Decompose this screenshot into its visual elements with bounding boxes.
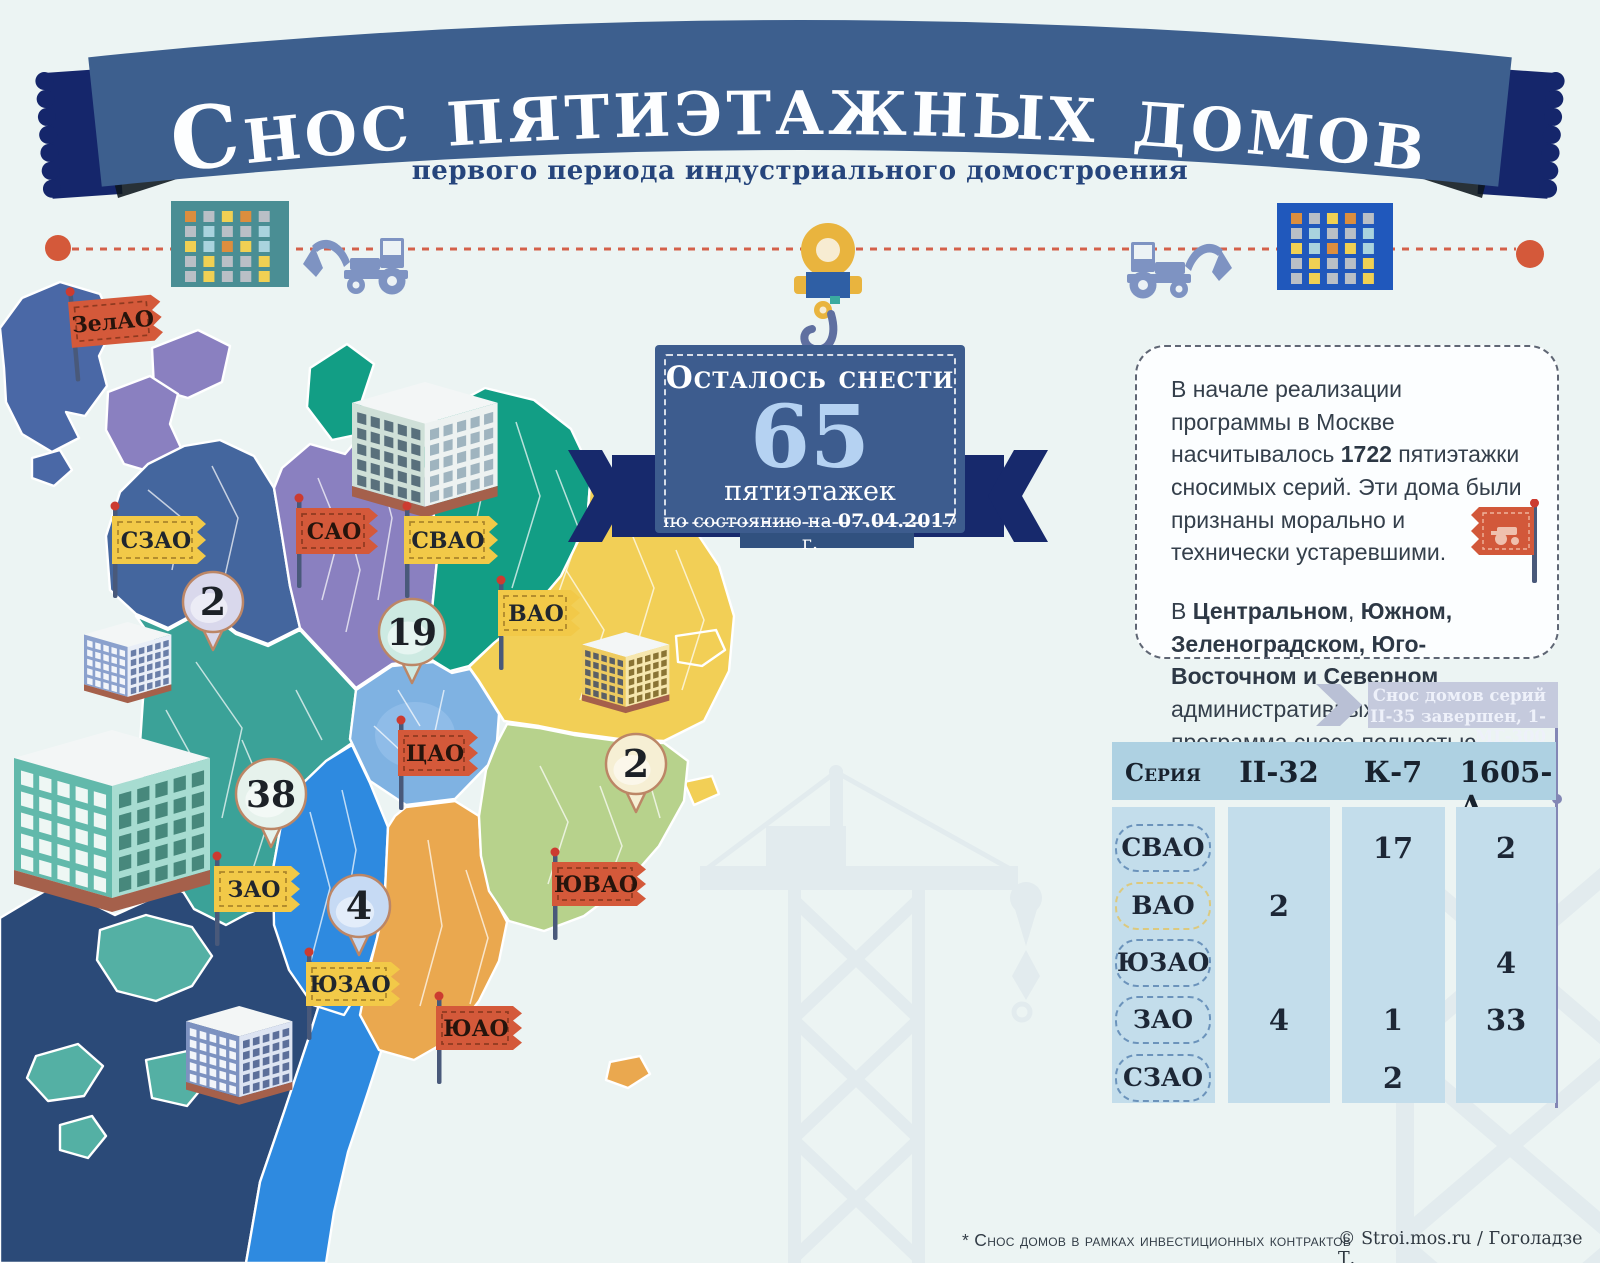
map-flag-САО: САО <box>294 493 378 588</box>
map-flag-СВАО: СВАО <box>402 501 498 598</box>
flag-label: СЗАО <box>121 528 191 554</box>
flag-pin-icon <box>304 947 314 957</box>
flag-banner <box>498 590 580 636</box>
panel-building-icon <box>352 382 498 518</box>
badge-number: 65 <box>750 387 870 488</box>
badge-asof: по состоянию на 07.04.2017 г. <box>663 509 957 554</box>
flag-banner <box>398 730 478 776</box>
series-note-banner: Снос домов серий II-35 завершен, 1-МГ-30… <box>1368 682 1558 746</box>
okrug-zao_l <box>25 1042 105 1103</box>
okrug-zelao <box>30 448 74 488</box>
map-flag-ЦАО: ЦАО <box>396 715 478 810</box>
map-flag-ЗАО: ЗАО <box>212 851 300 946</box>
flag-banner <box>306 962 400 1006</box>
flag-label: ЮЗАО <box>309 972 390 998</box>
flag-label: САО <box>307 519 362 545</box>
panel-building-icon <box>84 622 172 704</box>
tractor-glyph-icon <box>1491 527 1519 545</box>
map-flag-ЗелАО: ЗелАО <box>65 287 163 382</box>
flag-label: ЦАО <box>406 741 464 767</box>
flag-label: ЗАО <box>228 877 281 903</box>
flag-pin-icon <box>434 991 444 1001</box>
flag-pin-icon <box>402 501 412 511</box>
okrug-vao <box>682 774 721 807</box>
page-subtitle: первого периода индустриального домостро… <box>411 156 1189 186</box>
balloon-value: 2 <box>623 741 649 786</box>
flag-label: ЮВАО <box>554 872 638 898</box>
flag-pin-icon <box>110 501 120 511</box>
count-balloon: 4 <box>326 873 392 957</box>
flag-pin-icon <box>65 287 75 297</box>
crane-hook-icon <box>794 223 862 354</box>
flag-banner <box>404 516 498 564</box>
building-facade-icon <box>1277 203 1393 290</box>
flag-label: ЮАО <box>443 1016 508 1042</box>
flag-banner <box>112 516 206 564</box>
moscow-map: ЗелАО СЗАО САО СВАО ВАО ЦАО ЗАО ЮЗАО ЮВАО ЮАО 2 19 3… <box>0 280 736 1263</box>
flag-banner <box>68 294 163 348</box>
balloon-value: 2 <box>200 579 226 624</box>
flag-pin-icon <box>212 851 222 861</box>
map-flag-ЮВАО: ЮВАО <box>550 847 646 940</box>
okrug-uao <box>604 1054 652 1090</box>
map-flag-ВАО: ВАО <box>496 575 580 670</box>
flag-pin-icon <box>550 847 560 857</box>
badge-heading: Осталось снести <box>665 360 955 396</box>
lattice-watermark-icon <box>1394 855 1600 1263</box>
excavator-icon <box>1127 242 1232 299</box>
flag-banner <box>296 508 378 554</box>
okrug-zao_l <box>95 913 214 1003</box>
info-box: В начале реализации программы в Москве н… <box>1135 345 1559 787</box>
info-paragraph-1: В начале реализации программы в Москве н… <box>1171 376 1522 566</box>
map-flag-ЮЗАО: ЮЗАО <box>304 947 400 1040</box>
flag-label: СВАО <box>411 528 484 554</box>
table-axis-dot <box>1552 794 1562 804</box>
flag-pin-icon <box>496 575 506 585</box>
balloon-value: 38 <box>246 774 296 816</box>
count-balloon: 2 <box>604 732 668 814</box>
footnote: * Снос домов в рамках инвестиционных кон… <box>962 1230 1352 1250</box>
tractor-flag-icon <box>1471 499 1539 583</box>
series-note-line1: Снос домов серий <box>1372 686 1546 705</box>
count-balloon: 38 <box>234 757 308 849</box>
okrug-vao <box>674 628 727 668</box>
panel-building-icon <box>14 730 210 912</box>
flag-banner <box>214 866 300 913</box>
timeline-dot-left <box>45 235 71 261</box>
map-flag-СЗАО: СЗАО <box>110 501 206 598</box>
panel-building-icon <box>582 632 670 714</box>
flag-pin-icon <box>294 493 304 503</box>
balloon-value: 4 <box>346 883 372 928</box>
crane-watermark-icon <box>700 765 1042 1263</box>
flag-label: ВАО <box>508 601 564 627</box>
building-facade-icon <box>171 201 289 287</box>
series-note-line2: II-35 завершен, 1-МГ-300 <box>1370 706 1546 747</box>
remaining-badge: Осталось снести 65 пятиэтажек по состоян… <box>655 345 965 554</box>
banner-chevron-icon <box>1316 684 1362 726</box>
flag-banner <box>552 862 646 906</box>
table-axis-line <box>1555 682 1558 1108</box>
badge-unit: пятиэтажек <box>724 475 896 507</box>
excavator-icon <box>303 238 408 295</box>
map-flag-ЮАО: ЮАО <box>434 991 522 1084</box>
count-balloon: 2 <box>181 570 245 652</box>
flag-pin-icon <box>396 715 406 725</box>
balloon-value: 19 <box>387 612 437 654</box>
count-balloon: 19 <box>377 597 447 685</box>
timeline-dot-right <box>1516 240 1544 268</box>
panel-building-icon <box>186 1006 293 1105</box>
credit: © Stroi.mos.ru / Гоголадзе Т. <box>1338 1229 1583 1263</box>
okrug-zao_l <box>58 1114 108 1160</box>
flag-banner <box>436 1006 522 1050</box>
